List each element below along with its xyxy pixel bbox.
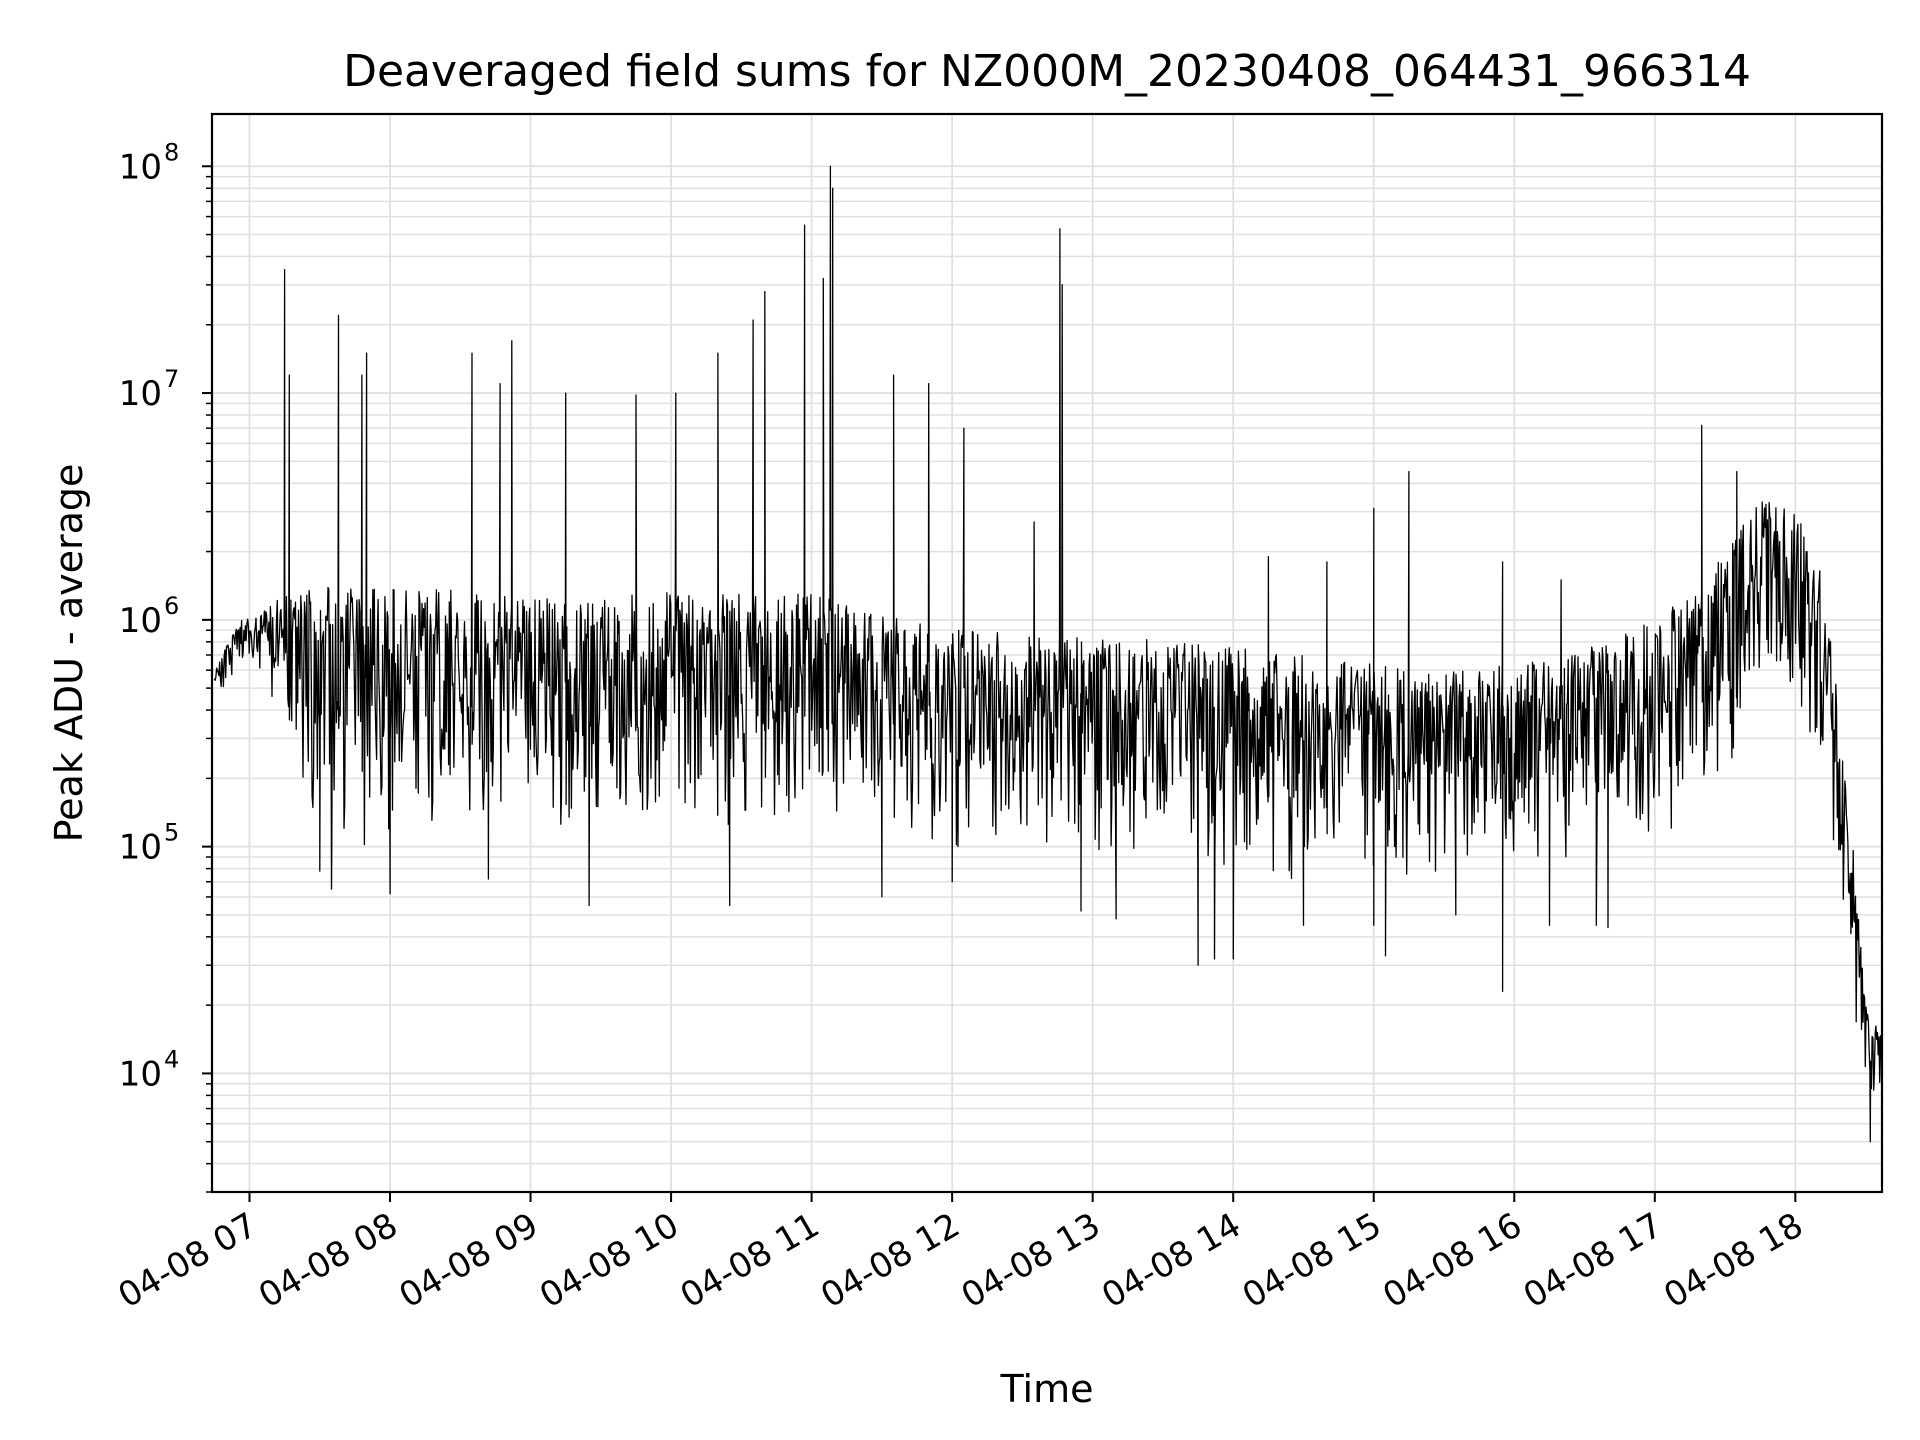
y-tick-exponent: 7: [164, 365, 179, 393]
y-tick-exponent: 5: [164, 819, 179, 847]
y-tick-label: 10: [119, 1054, 162, 1094]
y-tick-label: 10: [119, 147, 162, 187]
y-tick-label: 10: [119, 601, 162, 641]
x-axis-label: Time: [1000, 1367, 1094, 1411]
series-line: [213, 165, 1883, 1143]
y-tick-label: 10: [119, 374, 162, 414]
y-tick-label: 10: [119, 828, 162, 868]
y-axis-label: Peak ADU - average: [47, 464, 91, 843]
y-tick-exponent: 4: [164, 1045, 179, 1073]
chart-title: Deaveraged field sums for NZ000M_2023040…: [343, 46, 1751, 97]
plot-frame: [210, 112, 1884, 1194]
y-tick-exponent: 8: [164, 138, 179, 166]
y-tick-exponent: 6: [164, 592, 179, 620]
